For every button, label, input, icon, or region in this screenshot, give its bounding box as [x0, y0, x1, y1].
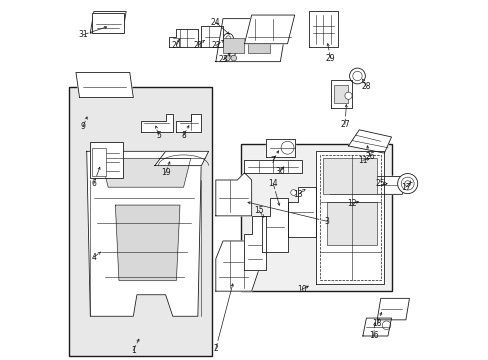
Text: 25: 25	[375, 179, 385, 188]
Bar	[241, 144, 391, 291]
Bar	[319, 155, 380, 280]
Polygon shape	[101, 158, 190, 187]
Polygon shape	[86, 151, 201, 316]
Bar	[69, 87, 212, 356]
Text: 8: 8	[181, 131, 185, 140]
Polygon shape	[176, 114, 201, 132]
Polygon shape	[201, 26, 223, 47]
Text: 4: 4	[91, 253, 96, 262]
Text: 26: 26	[365, 152, 374, 161]
Polygon shape	[169, 30, 198, 47]
Text: 2: 2	[213, 344, 218, 353]
Text: 22: 22	[211, 41, 220, 50]
Bar	[223, 39, 244, 53]
Text: 27: 27	[339, 120, 349, 129]
Bar	[323, 158, 376, 194]
Text: 20: 20	[171, 41, 181, 50]
Polygon shape	[244, 216, 265, 270]
Text: 19: 19	[161, 168, 170, 177]
Circle shape	[223, 33, 233, 43]
Text: 15: 15	[253, 206, 263, 215]
Polygon shape	[115, 205, 180, 280]
Polygon shape	[215, 241, 258, 291]
Text: 7: 7	[270, 156, 275, 165]
Circle shape	[344, 92, 351, 99]
Circle shape	[397, 174, 417, 194]
Circle shape	[404, 181, 410, 186]
Circle shape	[228, 49, 235, 56]
Text: 21: 21	[193, 41, 202, 50]
Polygon shape	[244, 15, 294, 44]
Text: 6: 6	[91, 179, 96, 188]
Circle shape	[224, 55, 230, 61]
Circle shape	[349, 68, 365, 84]
Text: 18: 18	[372, 319, 381, 328]
Polygon shape	[155, 151, 208, 166]
Circle shape	[290, 190, 296, 195]
Bar	[333, 85, 348, 103]
Polygon shape	[140, 114, 172, 132]
Bar	[326, 202, 376, 244]
Text: 17: 17	[400, 183, 410, 192]
Polygon shape	[376, 298, 408, 320]
Text: 30: 30	[275, 167, 285, 176]
Text: 12: 12	[346, 199, 356, 208]
Polygon shape	[330, 80, 351, 108]
Polygon shape	[76, 72, 133, 98]
Text: 9: 9	[81, 122, 85, 131]
Polygon shape	[90, 12, 126, 33]
Text: 11: 11	[357, 156, 367, 165]
Text: 29: 29	[325, 54, 335, 63]
Bar	[90, 142, 122, 178]
Polygon shape	[330, 176, 408, 194]
Circle shape	[382, 321, 390, 329]
Text: 10: 10	[296, 285, 306, 294]
Polygon shape	[265, 139, 294, 157]
Text: 1: 1	[131, 346, 136, 355]
Text: 24: 24	[210, 18, 220, 27]
Text: 31: 31	[78, 30, 88, 39]
Circle shape	[400, 177, 413, 190]
Text: 5: 5	[156, 131, 161, 140]
Text: 23: 23	[218, 55, 227, 64]
Polygon shape	[215, 173, 251, 216]
Bar	[92, 148, 106, 176]
Polygon shape	[215, 19, 287, 62]
Circle shape	[225, 36, 230, 41]
Circle shape	[352, 71, 362, 81]
Text: 3: 3	[324, 217, 329, 226]
Polygon shape	[287, 187, 316, 237]
Bar	[92, 13, 124, 33]
Polygon shape	[362, 318, 391, 336]
Polygon shape	[348, 130, 391, 153]
Text: 13: 13	[293, 190, 303, 199]
Text: 16: 16	[368, 332, 378, 341]
Polygon shape	[262, 198, 287, 252]
Polygon shape	[308, 12, 337, 47]
Text: 28: 28	[361, 82, 370, 91]
Bar	[247, 39, 269, 53]
Polygon shape	[244, 160, 301, 173]
Circle shape	[230, 55, 236, 61]
Polygon shape	[316, 151, 384, 284]
Text: 14: 14	[268, 179, 278, 188]
Circle shape	[281, 141, 293, 154]
